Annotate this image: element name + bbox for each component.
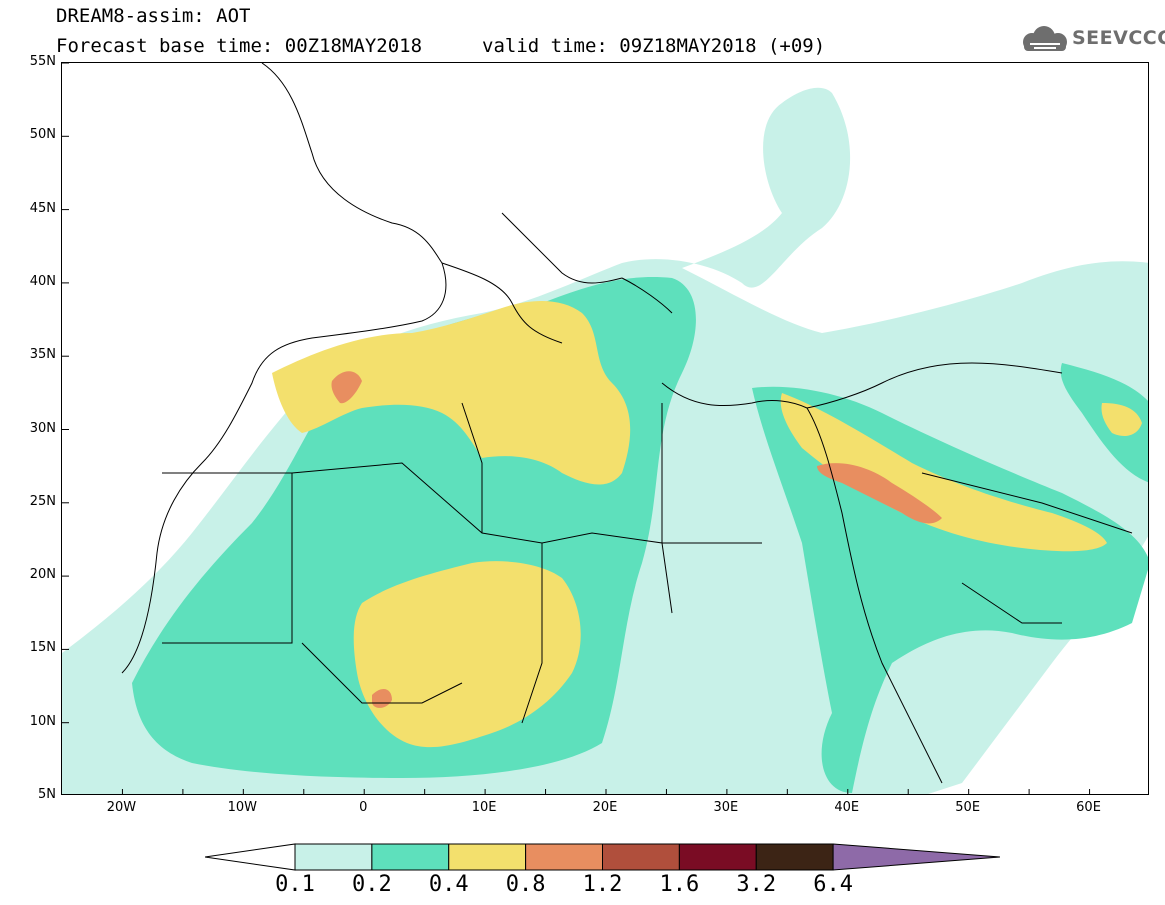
cloud-icon bbox=[1023, 26, 1067, 51]
colorbar-level-label: 0.8 bbox=[505, 872, 546, 897]
colorbar-box bbox=[755, 843, 834, 871]
lon-tick-label: 60E bbox=[1076, 800, 1101, 815]
colorbar-level-label: 1.6 bbox=[659, 872, 700, 897]
lat-tick-label: 45N bbox=[29, 200, 56, 216]
colorbar-box bbox=[678, 843, 757, 871]
colorbar-box bbox=[371, 843, 450, 871]
colorbar-level-label: 3.2 bbox=[736, 872, 777, 897]
lat-tick-label: 35N bbox=[29, 347, 56, 363]
axis-ticks bbox=[62, 63, 1091, 794]
valid-time: valid time: 09Z18MAY2018 (+09) bbox=[482, 35, 826, 57]
colorbar-box bbox=[294, 843, 373, 871]
colorbar-level-label: 6.4 bbox=[813, 872, 853, 897]
colorbar bbox=[205, 843, 1000, 871]
lat-tick-label: 15N bbox=[29, 640, 56, 656]
colorbar-min-extension bbox=[205, 843, 296, 871]
lat-tick-label: 10N bbox=[29, 713, 56, 729]
chart-title: DREAM8-assim: AOT bbox=[56, 5, 251, 27]
lat-tick-label: 30N bbox=[29, 420, 56, 436]
colorbar-level-label: 0.4 bbox=[428, 872, 469, 897]
lat-tick-label: 25N bbox=[29, 493, 56, 509]
coastlines-borders bbox=[121, 63, 1133, 784]
aot-map bbox=[62, 63, 1148, 794]
lon-tick-label: 10W bbox=[227, 800, 258, 815]
lon-tick-label: 40E bbox=[834, 800, 860, 815]
colorbar-level-label: 0.1 bbox=[275, 872, 315, 897]
colorbar-box bbox=[602, 843, 680, 871]
colorbar-level-label: 0.2 bbox=[352, 872, 392, 897]
lon-tick-label: 50E bbox=[955, 800, 981, 815]
lat-tick-label: 5N bbox=[38, 787, 56, 802]
lon-tick-label: 20E bbox=[592, 800, 618, 815]
map-frame bbox=[61, 62, 1149, 795]
lon-tick-label: 0 bbox=[359, 800, 368, 815]
lon-tick-label: 20W bbox=[106, 800, 137, 815]
lat-tick-label: 20N bbox=[29, 567, 56, 583]
lat-tick-label: 55N bbox=[29, 54, 56, 69]
lat-tick-label: 50N bbox=[29, 127, 56, 143]
lon-tick-label: 30E bbox=[713, 800, 739, 815]
logo: SEEVCCC bbox=[1072, 27, 1165, 49]
colorbar-box bbox=[448, 843, 527, 871]
colorbar-max-extension bbox=[832, 843, 1000, 871]
aot-band-0.4 bbox=[272, 301, 1142, 748]
lon-tick-label: 10E bbox=[471, 800, 497, 815]
lat-tick-label: 40N bbox=[29, 273, 56, 289]
forecast-base-time: Forecast base time: 00Z18MAY2018 bbox=[56, 35, 423, 57]
colorbar-level-label: 1.2 bbox=[582, 872, 623, 897]
colorbar-box bbox=[525, 843, 603, 871]
aot-fields bbox=[62, 87, 1148, 794]
